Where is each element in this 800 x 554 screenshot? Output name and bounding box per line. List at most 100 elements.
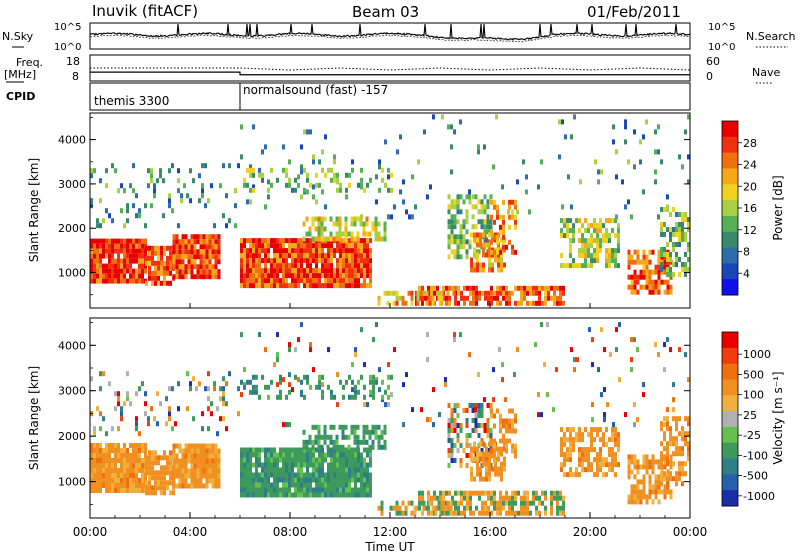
heatmap-cell [338, 226, 342, 232]
heatmap-cell [450, 204, 454, 210]
heatmap-cell [211, 254, 215, 260]
heatmap-cell [138, 258, 141, 264]
heatmap-cell [485, 466, 488, 472]
heatmap-cell [602, 462, 605, 468]
heatmap-cell [584, 243, 587, 249]
heatmap-cell [624, 412, 627, 418]
heatmap-cell [505, 295, 508, 301]
heatmap-cell [390, 392, 393, 398]
heatmap-cell [270, 452, 273, 458]
heatmap-cell [157, 475, 160, 481]
heatmap-cell [590, 238, 593, 244]
heatmap-cell [323, 236, 327, 242]
heatmap-cell [608, 447, 611, 453]
heatmap-cell [282, 167, 285, 173]
heatmap-cell [300, 379, 303, 385]
heatmap-cell [369, 248, 372, 254]
heatmap-cell [344, 216, 348, 222]
heatmap-cell [596, 253, 599, 259]
heatmap-cell [642, 392, 645, 398]
heatmap-cell [318, 467, 321, 473]
heatmap-cell [523, 500, 526, 506]
heatmap-cell [120, 473, 123, 478]
heatmap-cell [596, 457, 599, 463]
heatmap-cell [342, 394, 345, 400]
heatmap-cell [369, 492, 372, 498]
heatmap-cell [193, 463, 197, 469]
y-tick-label: 2000 [58, 430, 86, 443]
heatmap-cell [529, 510, 532, 516]
heatmap-cell [135, 458, 138, 463]
heatmap-cell [372, 394, 375, 400]
heatmap-cell [303, 248, 306, 254]
heatmap-cell [201, 163, 204, 169]
heatmap-cell [99, 426, 102, 432]
heatmap-cell [485, 237, 488, 243]
heatmap-cell [684, 129, 687, 135]
heatmap-cell [490, 199, 493, 205]
heatmap-cell [123, 448, 126, 453]
heatmap-cell [297, 278, 300, 284]
heatmap-cell [357, 389, 360, 395]
heatmap-cell [252, 447, 255, 453]
heatmap-cell [336, 273, 339, 279]
heatmap-cell [514, 249, 517, 255]
heatmap-cell [494, 471, 497, 477]
colorbar-tick-label: -500 [743, 470, 768, 483]
heatmap-cell [657, 489, 661, 495]
heatmap-cell [99, 243, 102, 249]
heatmap-cell [605, 462, 608, 468]
heatmap-cell [302, 429, 306, 435]
heatmap-cell [363, 187, 366, 193]
heatmap-cell [240, 452, 243, 458]
heatmap-cell [657, 459, 661, 465]
heatmap-cell [363, 384, 366, 390]
heatmap-cell [93, 453, 96, 458]
heatmap-cell [627, 494, 631, 500]
heatmap-cell [270, 238, 273, 244]
heatmap-cell [249, 238, 252, 244]
heatmap-cell [462, 408, 466, 413]
heatmap-cell [590, 437, 593, 443]
heatmap-cell [425, 290, 429, 296]
heatmap-cell [493, 500, 496, 506]
heatmap-cell [187, 448, 191, 454]
heatmap-cell [354, 283, 357, 289]
heatmap-cell [348, 487, 351, 493]
heatmap-cell [117, 468, 120, 473]
heatmap-cell [327, 273, 330, 279]
heatmap-cell [365, 439, 369, 445]
heatmap-cell [354, 248, 357, 254]
heatmap-cell [315, 492, 318, 498]
heatmap-cell [525, 189, 528, 195]
heatmap-cell [255, 273, 258, 279]
heatmap-cell [300, 268, 303, 274]
heatmap-cell [267, 472, 270, 478]
heatmap-cell [360, 374, 363, 380]
heatmap-cell [175, 249, 179, 255]
heatmap-cell [456, 234, 460, 240]
heatmap-cell [199, 244, 203, 250]
heatmap-cell [642, 249, 646, 255]
heatmap-cell [684, 461, 687, 467]
heatmap-cell [486, 418, 490, 423]
heatmap-cell [369, 389, 372, 395]
heatmap-cell [279, 278, 282, 284]
heatmap-cell [681, 471, 684, 477]
heatmap-cell [377, 300, 381, 306]
heatmap-cell [669, 436, 672, 442]
heatmap-cell [148, 485, 151, 491]
heatmap-cell [497, 471, 500, 477]
heatmap-cell [447, 433, 451, 438]
heatmap-cell [445, 490, 448, 496]
heatmap-cell [166, 260, 169, 266]
heatmap-cell [276, 263, 279, 269]
heatmap-cell [669, 237, 672, 242]
heatmap-cell [669, 212, 672, 217]
heatmap-cell [341, 424, 345, 430]
heatmap-cell [666, 456, 669, 462]
heatmap-cell [339, 182, 342, 188]
heatmap-cell [427, 285, 430, 291]
heatmap-cell [291, 243, 294, 249]
heatmap-cell [288, 283, 291, 289]
